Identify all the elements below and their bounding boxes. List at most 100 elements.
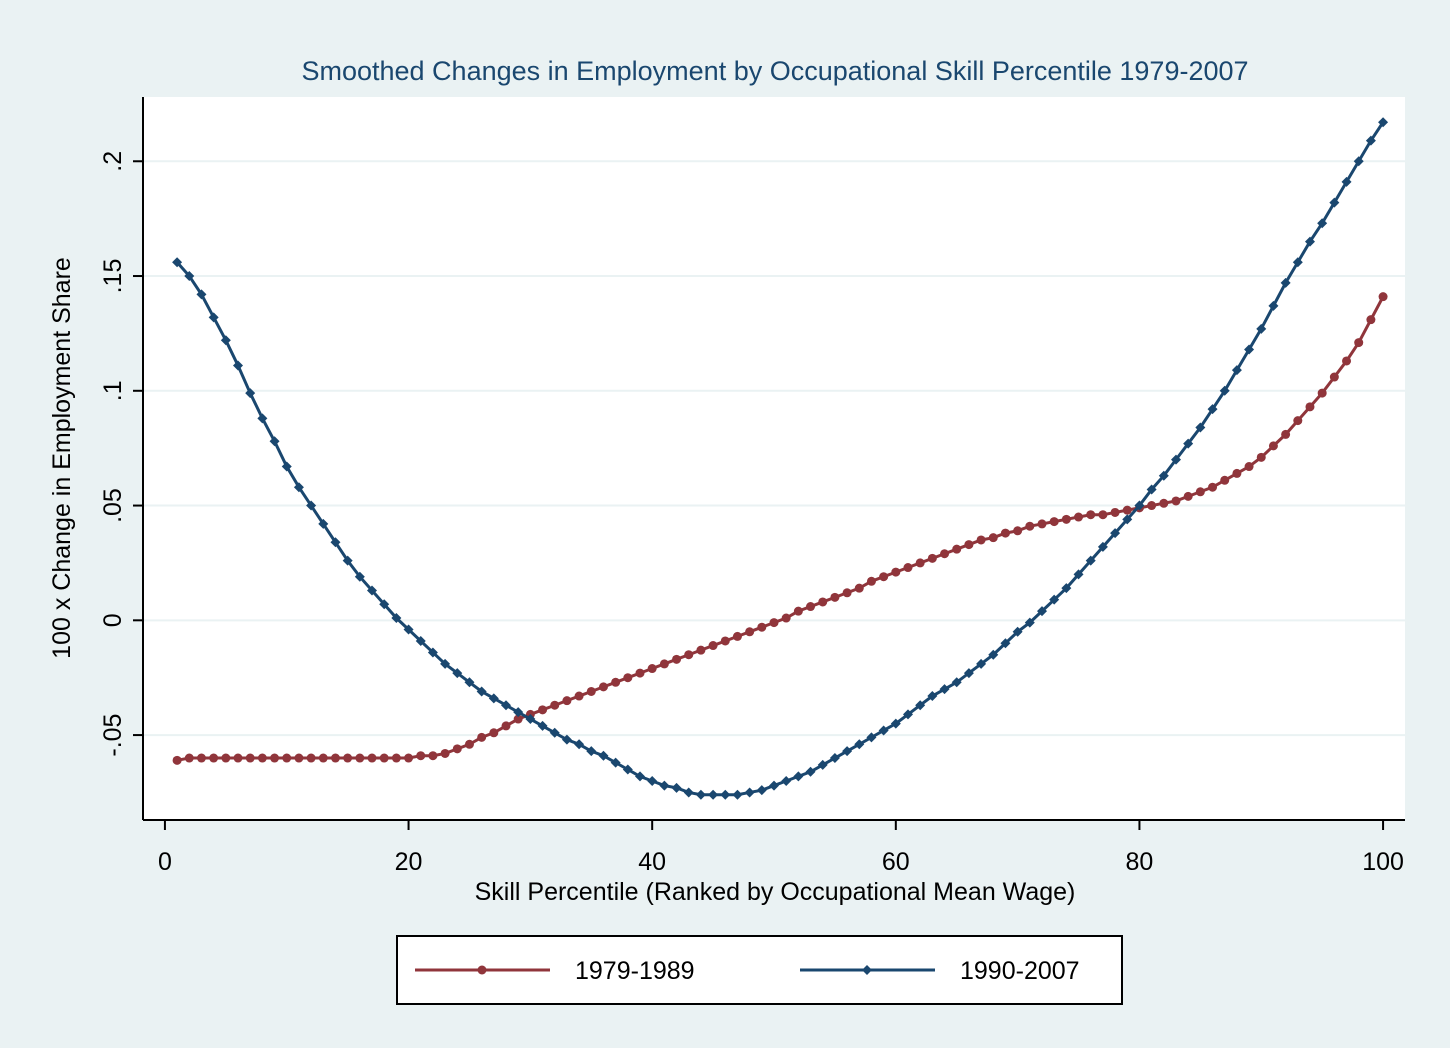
point bbox=[976, 535, 986, 545]
point bbox=[879, 572, 889, 582]
point bbox=[1231, 365, 1242, 376]
point bbox=[854, 739, 865, 750]
point bbox=[1073, 569, 1084, 580]
point bbox=[440, 658, 451, 669]
point bbox=[1366, 315, 1376, 325]
point bbox=[976, 658, 987, 669]
point bbox=[1024, 617, 1035, 628]
point bbox=[1353, 156, 1364, 167]
point bbox=[330, 537, 341, 548]
series-line bbox=[175, 121, 1385, 797]
x-tick-label: 40 bbox=[638, 848, 666, 876]
point bbox=[842, 588, 852, 598]
point bbox=[683, 787, 694, 798]
point bbox=[1183, 438, 1194, 449]
point bbox=[1049, 517, 1059, 527]
point bbox=[452, 668, 463, 679]
point bbox=[866, 732, 877, 743]
point bbox=[1354, 338, 1364, 348]
point bbox=[1195, 422, 1206, 433]
point bbox=[1134, 500, 1145, 511]
x-tick-label: 0 bbox=[158, 848, 172, 876]
point bbox=[672, 654, 682, 664]
point bbox=[927, 553, 937, 563]
point bbox=[525, 714, 536, 725]
point bbox=[391, 613, 402, 624]
point bbox=[939, 684, 950, 695]
point bbox=[1098, 510, 1108, 520]
point bbox=[1195, 487, 1205, 497]
point bbox=[330, 753, 340, 763]
point bbox=[184, 271, 195, 282]
point bbox=[806, 602, 816, 612]
point bbox=[1329, 372, 1339, 382]
point bbox=[404, 753, 414, 763]
point bbox=[1244, 344, 1255, 355]
point bbox=[805, 766, 816, 777]
point bbox=[464, 677, 475, 688]
point bbox=[294, 753, 304, 763]
point bbox=[963, 668, 974, 679]
point bbox=[1341, 176, 1352, 187]
legend-label: 1990-2007 bbox=[960, 957, 1080, 985]
x-tick-label: 80 bbox=[1126, 848, 1154, 876]
point bbox=[1317, 388, 1327, 398]
point bbox=[745, 627, 755, 637]
point bbox=[476, 686, 487, 697]
point bbox=[1036, 606, 1047, 617]
point bbox=[940, 549, 950, 559]
point bbox=[903, 563, 913, 573]
point bbox=[842, 746, 853, 757]
point bbox=[1342, 356, 1352, 366]
point bbox=[452, 744, 462, 754]
point bbox=[988, 649, 999, 660]
point bbox=[221, 753, 231, 763]
point bbox=[1122, 514, 1133, 525]
point bbox=[245, 753, 255, 763]
point bbox=[184, 753, 194, 763]
point bbox=[1097, 541, 1108, 552]
point bbox=[1061, 583, 1072, 594]
point bbox=[1183, 491, 1193, 501]
point bbox=[1037, 519, 1047, 529]
point bbox=[915, 700, 926, 711]
x-axis-label: Skill Percentile (Ranked by Occupational… bbox=[475, 878, 1076, 906]
point bbox=[477, 732, 487, 742]
point bbox=[367, 585, 378, 596]
point bbox=[623, 673, 633, 683]
point bbox=[391, 753, 401, 763]
point bbox=[318, 518, 329, 529]
point bbox=[671, 782, 682, 793]
point bbox=[1159, 498, 1169, 508]
legend-marker bbox=[862, 965, 872, 975]
point bbox=[1305, 402, 1315, 412]
point bbox=[586, 746, 597, 757]
point bbox=[611, 677, 621, 687]
point bbox=[647, 664, 657, 674]
point bbox=[282, 753, 292, 763]
point bbox=[866, 576, 876, 586]
point bbox=[403, 624, 414, 635]
point bbox=[732, 631, 742, 641]
point bbox=[270, 753, 280, 763]
point bbox=[1280, 277, 1291, 288]
point bbox=[818, 597, 828, 607]
point bbox=[245, 388, 256, 399]
point bbox=[769, 618, 779, 628]
point bbox=[891, 567, 901, 577]
point bbox=[367, 753, 377, 763]
point bbox=[1086, 510, 1096, 520]
point bbox=[598, 750, 609, 761]
y-tick-label: .05 bbox=[99, 488, 127, 523]
point bbox=[1074, 512, 1084, 522]
y-tick-label: 0 bbox=[99, 613, 127, 627]
point bbox=[635, 771, 646, 782]
plot-area bbox=[143, 97, 1405, 820]
x-tick-label: 20 bbox=[395, 848, 423, 876]
point bbox=[769, 780, 779, 791]
point bbox=[208, 312, 219, 323]
point bbox=[172, 755, 182, 765]
point bbox=[817, 759, 828, 770]
point bbox=[1170, 454, 1181, 465]
point bbox=[196, 289, 207, 300]
